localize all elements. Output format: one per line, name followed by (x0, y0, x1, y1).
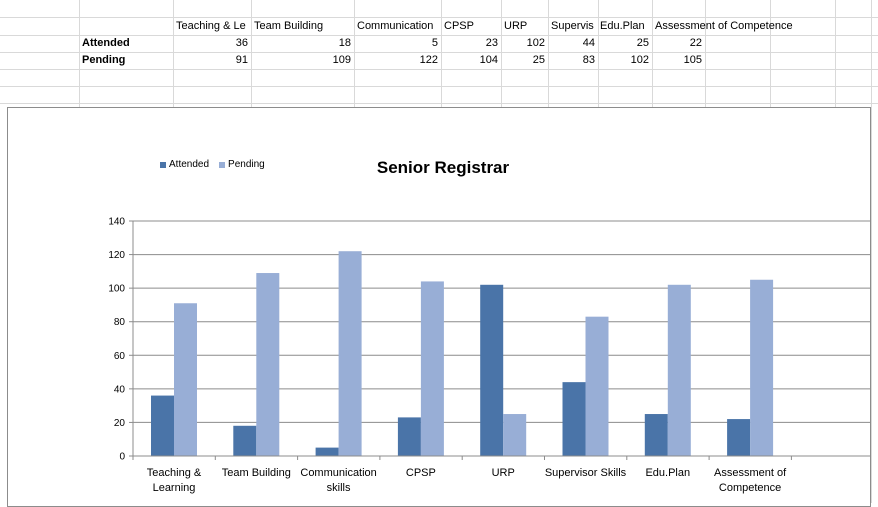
value-cell[interactable]: 25 (532, 54, 545, 66)
bar-attended (397, 417, 421, 456)
row-label-pending[interactable]: Pending (82, 54, 126, 66)
bar-attended (727, 419, 751, 456)
col-line (705, 0, 706, 107)
legend-item-pending: Pending (219, 159, 265, 170)
legend-swatch-attended (160, 161, 166, 168)
value-cell[interactable]: 36 (235, 37, 248, 49)
value-cell[interactable]: 104 (479, 54, 498, 66)
col-line (548, 0, 549, 107)
legend-swatch-pending (219, 161, 226, 168)
col-line (871, 0, 872, 503)
col-line (598, 0, 599, 107)
value-cell[interactable]: 102 (630, 54, 649, 66)
bar-pending (420, 281, 444, 456)
legend-item-attended: Attended (160, 159, 209, 170)
legend[interactable]: Attended Pending (160, 159, 265, 170)
chart-object[interactable]: Attended Pending Senior Registrar 0 20 40 6… (7, 107, 871, 507)
row-line (0, 103, 878, 104)
bar-attended (644, 414, 668, 456)
col-line (835, 0, 836, 107)
row-line (0, 35, 878, 36)
col-line (770, 0, 771, 107)
row-line (0, 86, 878, 87)
legend-label-attended: Attended (169, 159, 210, 170)
col-line (354, 0, 355, 107)
x-category-label: Learning (153, 482, 196, 494)
x-category-label: Team Building (222, 467, 291, 479)
y-tick-label: 120 (108, 250, 125, 261)
value-cell[interactable]: 109 (332, 54, 351, 66)
bar-pending (256, 273, 280, 456)
y-tick-label: 60 (114, 351, 126, 362)
value-cell[interactable]: 18 (338, 37, 351, 49)
value-cell[interactable]: 5 (431, 37, 438, 49)
bar-pending (338, 251, 362, 456)
col-line (652, 0, 653, 107)
x-category-label: skills (327, 482, 351, 494)
x-category-label: URP (492, 467, 515, 479)
value-cell[interactable]: 91 (235, 54, 248, 66)
y-tick-label: 20 (114, 418, 126, 429)
bar-pending (174, 303, 197, 456)
y-tick-label: 100 (108, 284, 125, 295)
col-line (441, 0, 442, 107)
bar-attended (233, 425, 257, 456)
value-cell[interactable]: 44 (582, 37, 595, 49)
header-cell-teaching[interactable]: Teaching & Le (176, 20, 246, 32)
header-cell-urp[interactable]: URP (504, 20, 528, 32)
x-category-label: CPSP (406, 467, 436, 479)
bar-pending (585, 316, 609, 456)
row-label-attended[interactable]: Attended (82, 37, 130, 49)
chart-title[interactable]: Senior Registrar (376, 158, 510, 177)
bar-pending (667, 284, 691, 456)
value-cell[interactable]: 83 (582, 54, 595, 66)
header-cell-assessment[interactable]: Assessment of Competence (655, 20, 793, 32)
value-cell[interactable]: 122 (419, 54, 438, 66)
bar-attended (315, 447, 339, 456)
value-cell[interactable]: 25 (636, 37, 649, 49)
header-cell-supervisor[interactable]: Supervis (551, 20, 594, 32)
col-line (501, 0, 502, 107)
bar-pending (750, 279, 774, 456)
legend-label-pending: Pending (228, 159, 265, 170)
value-cell[interactable]: 23 (485, 37, 498, 49)
row-line (0, 52, 878, 53)
x-category-label: Edu.Plan (645, 467, 690, 479)
col-line (173, 0, 174, 107)
header-cell-team-building[interactable]: Team Building (254, 20, 324, 32)
y-tick-label: 0 (119, 452, 125, 463)
header-cell-eduplan[interactable]: Edu.Plan (600, 20, 645, 32)
value-cell[interactable]: 102 (526, 37, 545, 49)
plot-area[interactable]: 0 20 40 60 80 100 120 140 Teaching & Learning Team… (8, 108, 870, 506)
header-cell-cpsp[interactable]: CPSP (444, 20, 474, 32)
value-cell[interactable]: 22 (689, 37, 702, 49)
row-line (0, 69, 878, 70)
x-category-label: Assessment of (714, 467, 787, 479)
col-line (79, 0, 80, 107)
x-category-label: Competence (719, 482, 781, 494)
bar-attended (480, 284, 504, 456)
bar-attended (151, 395, 174, 456)
y-tick-label: 80 (114, 317, 126, 328)
header-cell-communication[interactable]: Communication (357, 20, 434, 32)
bar-attended (562, 382, 586, 456)
y-tick-label: 40 (114, 384, 126, 395)
row-line (0, 17, 878, 18)
y-tick-label: 140 (108, 217, 125, 228)
x-category-label: Teaching & (147, 467, 202, 479)
x-category-label: Communication (300, 467, 376, 479)
col-line (251, 0, 252, 107)
bar-pending (503, 414, 527, 456)
value-cell[interactable]: 105 (683, 54, 702, 66)
x-category-label: Supervisor Skills (545, 467, 627, 479)
